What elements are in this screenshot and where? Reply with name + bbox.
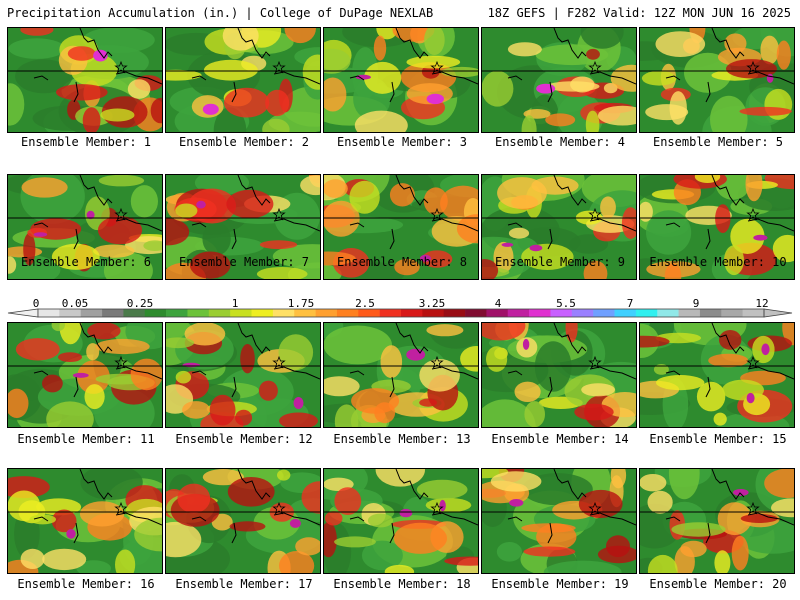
member-map-18	[323, 468, 479, 574]
member-map-16	[7, 468, 163, 574]
colorbar-tick-label: 0.25	[127, 297, 154, 310]
colorbar-swatch	[422, 309, 444, 317]
colorbar-tick-label: 4	[495, 297, 502, 310]
colorbar-swatch	[294, 309, 316, 317]
member-caption-8: Ensemble Member: 8	[336, 255, 468, 269]
member-caption-7: Ensemble Member: 7	[178, 255, 310, 269]
member-map-17	[165, 468, 321, 574]
colorbar-tick-label: 9	[693, 297, 700, 310]
colorbar-tick-label: 12	[755, 297, 768, 310]
member-map-8	[323, 174, 479, 280]
member-map-11	[7, 322, 163, 428]
member-map-1	[7, 27, 163, 133]
member-caption-13: Ensemble Member: 13	[333, 432, 471, 446]
member-caption-16: Ensemble Member: 16	[17, 577, 155, 591]
colorbar-swatch	[657, 309, 679, 317]
colorbar-swatch	[251, 309, 274, 317]
member-caption-4: Ensemble Member: 4	[494, 135, 626, 149]
colorbar-tick-label: 2.5	[355, 297, 375, 310]
colorbar-swatch	[144, 309, 167, 317]
member-map-5	[639, 27, 795, 133]
member-map-20	[639, 468, 795, 574]
colorbar-swatch	[166, 309, 188, 317]
member-map-3	[323, 27, 479, 133]
colorbar-tick-label: 3.25	[419, 297, 446, 310]
member-map-19	[481, 468, 637, 574]
member-map-9	[481, 174, 637, 280]
member-map-2	[165, 27, 321, 133]
colorbar-swatch	[486, 309, 509, 317]
member-map-12	[165, 322, 321, 428]
colorbar-swatch	[550, 309, 573, 317]
colorbar-tick-label: 7	[627, 297, 634, 310]
colorbar-swatch	[529, 309, 551, 317]
colorbar-swatch	[721, 309, 743, 317]
member-map-7	[165, 174, 321, 280]
colorbar-swatch	[571, 309, 594, 317]
colorbar-swatch	[635, 309, 658, 317]
colorbar-swatch	[38, 309, 60, 317]
member-caption-19: Ensemble Member: 19	[491, 577, 629, 591]
member-caption-1: Ensemble Member: 1	[20, 135, 152, 149]
member-map-14	[481, 322, 637, 428]
member-caption-15: Ensemble Member: 15	[649, 432, 787, 446]
colorbar-swatch	[80, 309, 103, 317]
member-caption-14: Ensemble Member: 14	[491, 432, 629, 446]
colorbar-swatch	[614, 309, 637, 317]
member-map-13	[323, 322, 479, 428]
member-map-10	[639, 174, 795, 280]
colorbar-swatch	[465, 309, 487, 317]
colorbar-tick-label: 1	[232, 297, 239, 310]
colorbar-tick-label: 1.75	[288, 297, 315, 310]
colorbar-swatch	[59, 309, 81, 317]
colorbar-min-arrow	[7, 308, 39, 318]
member-caption-11: Ensemble Member: 11	[17, 432, 155, 446]
map-title: Precipitation Accumulation (in.) | Colle…	[7, 6, 434, 20]
colorbar-swatch	[742, 309, 765, 317]
member-caption-20: Ensemble Member: 20	[649, 577, 787, 591]
member-caption-9: Ensemble Member: 9	[494, 255, 626, 269]
precip-colorbar: 0 0.05 0.25 1 1.75 2.5 3.25 4 5.5 7 9 12	[7, 297, 793, 318]
member-map-6	[7, 174, 163, 280]
colorbar-swatch	[443, 309, 466, 317]
member-caption-17: Ensemble Member: 17	[175, 577, 313, 591]
colorbar-tick-label: 5.5	[556, 297, 576, 310]
colorbar-swatch	[401, 309, 423, 317]
colorbar-swatch	[678, 309, 701, 317]
colorbar-swatch	[358, 309, 380, 317]
colorbar-swatch	[208, 309, 231, 317]
member-map-4	[481, 27, 637, 133]
colorbar-swatch	[187, 309, 210, 317]
colorbar-swatch	[102, 309, 124, 317]
colorbar-swatch	[593, 309, 615, 317]
member-caption-12: Ensemble Member: 12	[175, 432, 313, 446]
colorbar-tick-label: 0	[33, 297, 40, 310]
colorbar-swatch	[315, 309, 338, 317]
member-caption-6: Ensemble Member: 6	[20, 255, 152, 269]
member-map-15	[639, 322, 795, 428]
colorbar-max-arrow	[763, 308, 793, 318]
member-caption-5: Ensemble Member: 5	[652, 135, 784, 149]
colorbar-outline	[37, 308, 765, 318]
colorbar-swatch	[379, 309, 402, 317]
member-caption-10: Ensemble Member: 10	[649, 255, 787, 269]
run-info: 18Z GEFS | F282 Valid: 12Z MON JUN 16 20…	[487, 6, 791, 20]
colorbar-swatch	[230, 309, 252, 317]
member-caption-18: Ensemble Member: 18	[333, 577, 471, 591]
colorbar-swatch	[699, 309, 722, 317]
colorbar-tick-label: 0.05	[62, 297, 89, 310]
colorbar-swatch	[272, 309, 295, 317]
member-caption-2: Ensemble Member: 2	[178, 135, 310, 149]
colorbar-swatch	[123, 309, 146, 317]
colorbar-swatch	[336, 309, 359, 317]
colorbar-swatch	[507, 309, 530, 317]
member-caption-3: Ensemble Member: 3	[336, 135, 468, 149]
